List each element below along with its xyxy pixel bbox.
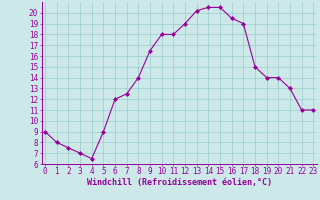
X-axis label: Windchill (Refroidissement éolien,°C): Windchill (Refroidissement éolien,°C) bbox=[87, 178, 272, 187]
